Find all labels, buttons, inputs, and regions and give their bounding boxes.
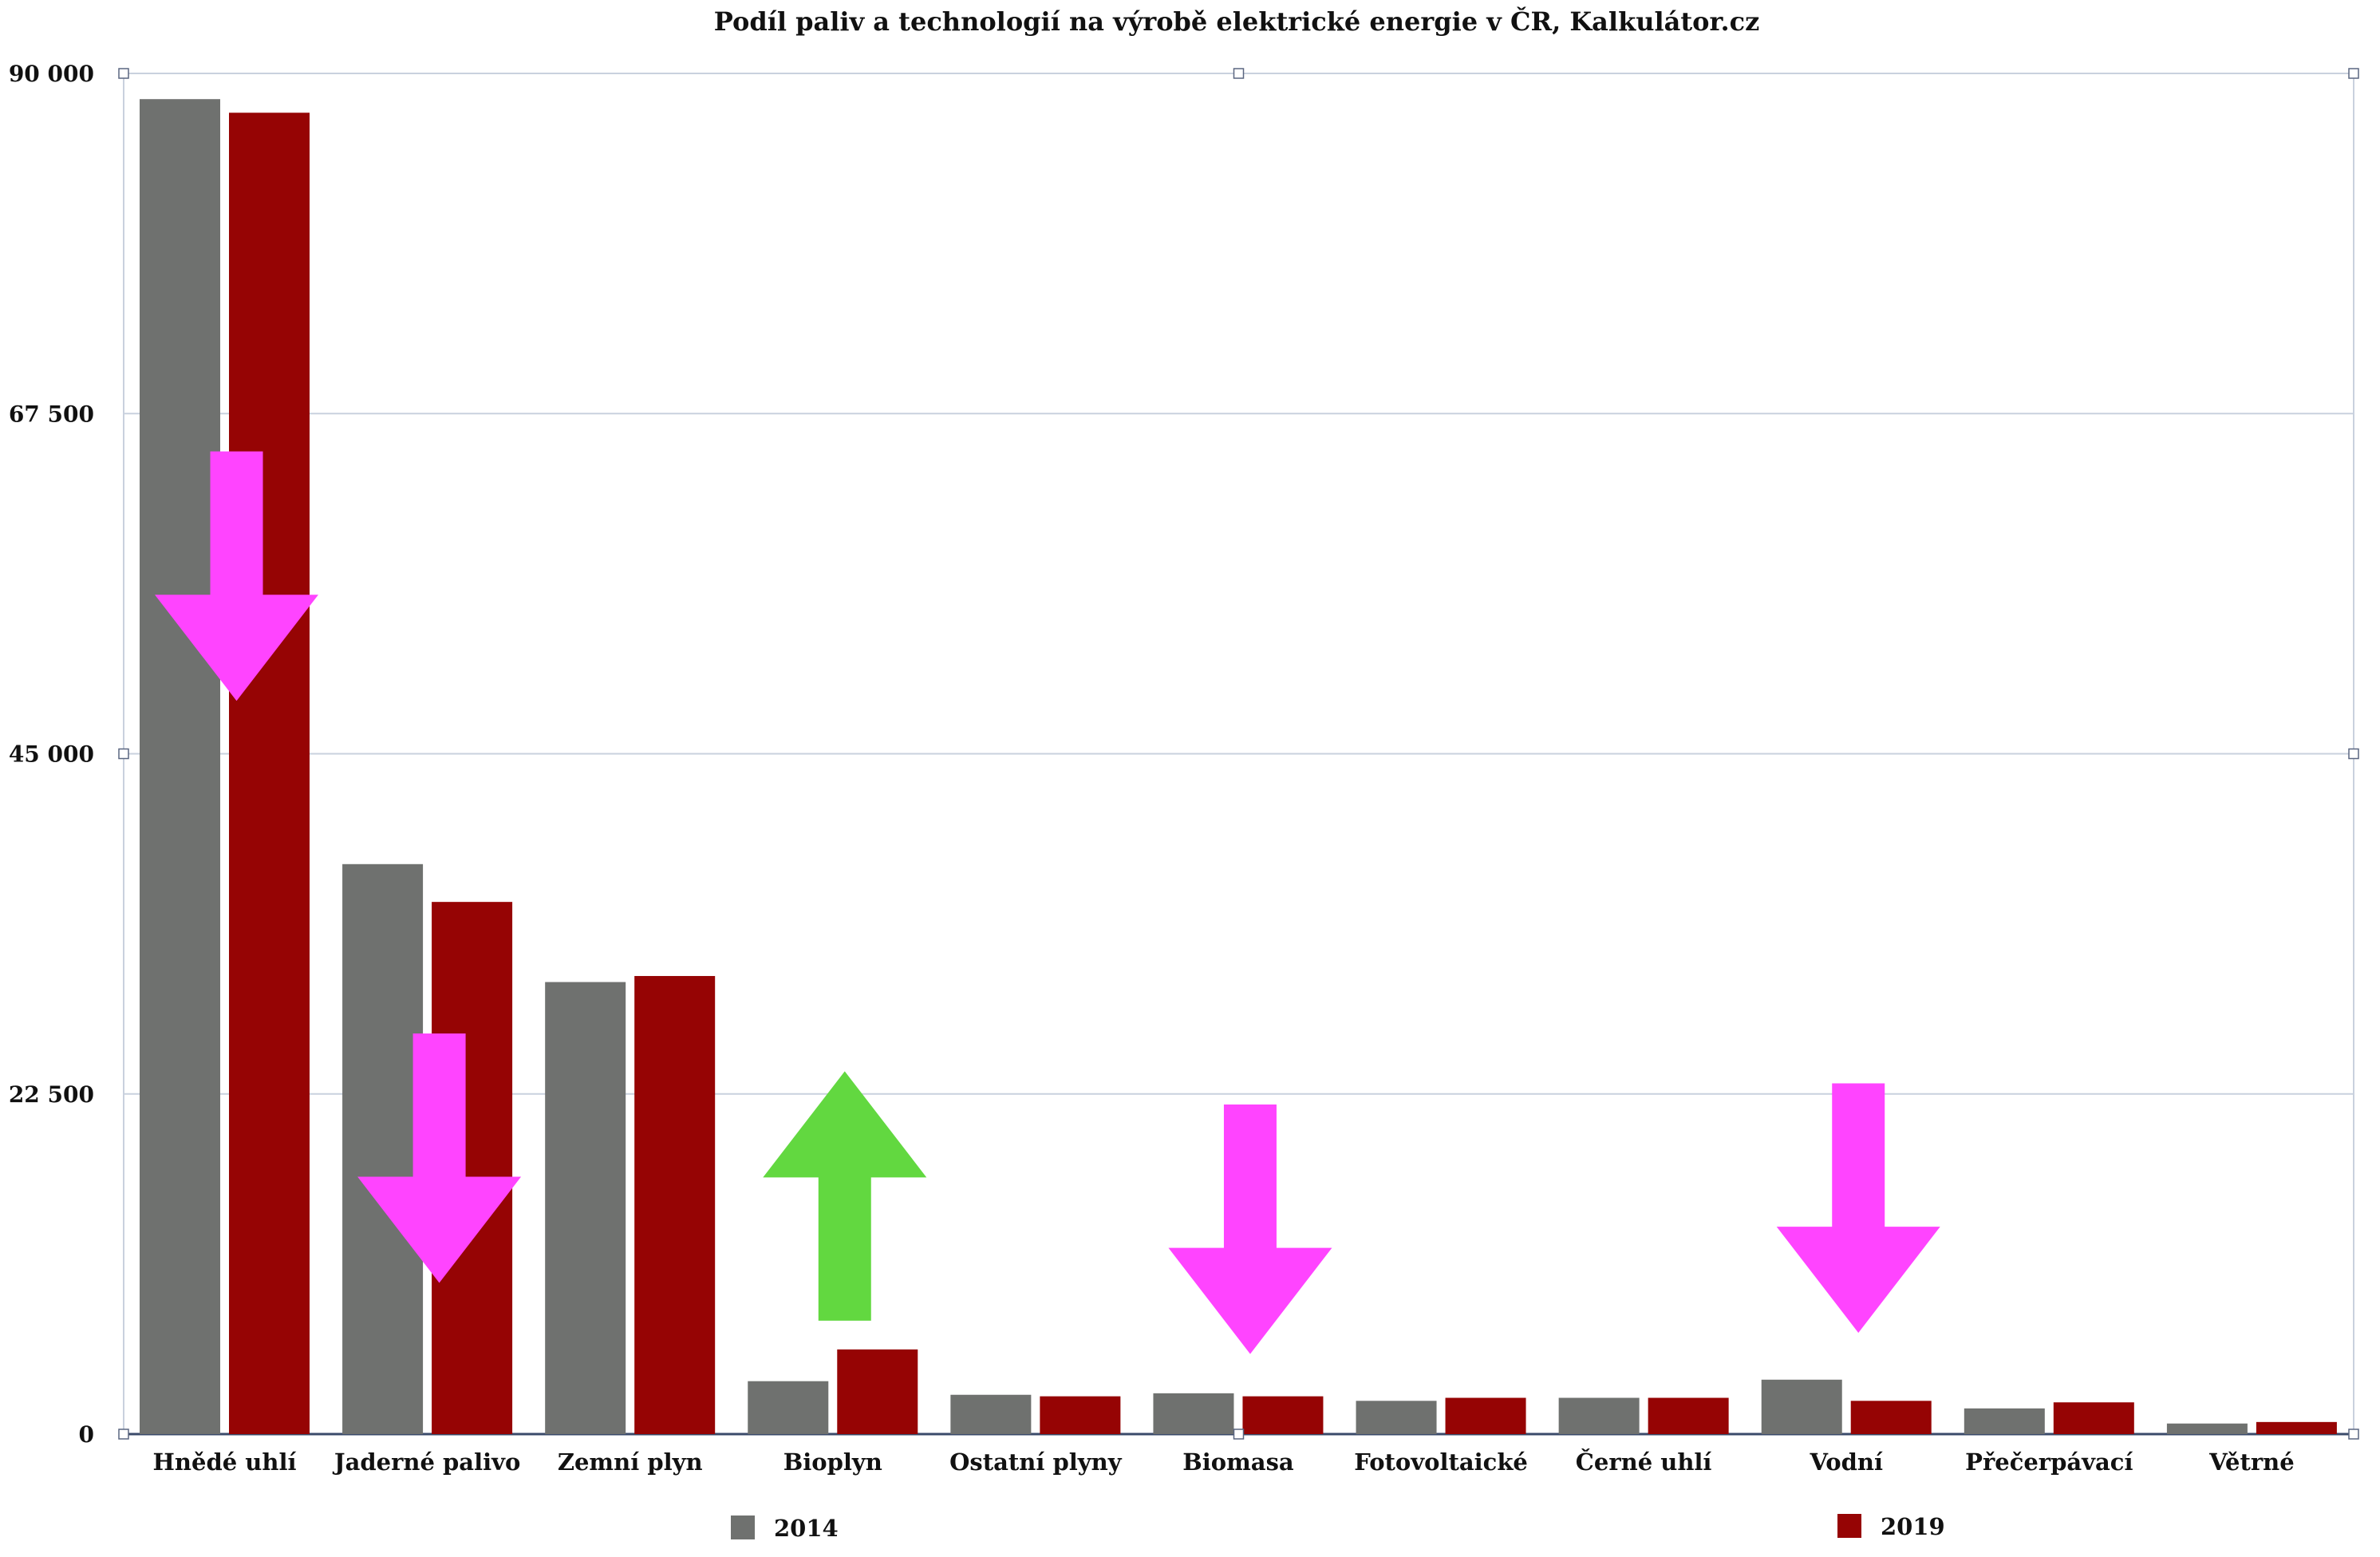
bar-2014: [2166, 1423, 2248, 1434]
legend-label: 2014: [774, 1515, 839, 1542]
bar-2014: [950, 1394, 1032, 1434]
y-tick-label: 0: [79, 1421, 94, 1448]
bar-2014: [342, 863, 424, 1434]
bar-2019: [229, 113, 310, 1434]
selection-handle[interactable]: [118, 748, 129, 760]
bar-2014: [1356, 1401, 1437, 1434]
bar-2014: [1964, 1408, 2045, 1434]
x-tick-label: Přečerpávací: [1965, 1448, 2133, 1476]
x-tick-label: Větrné: [2208, 1448, 2295, 1476]
x-tick-label: Černé uhlí: [1576, 1448, 1712, 1476]
selection-handle[interactable]: [118, 68, 129, 79]
x-tick-label: Jaderné palivo: [332, 1448, 520, 1476]
bar-2019: [837, 1349, 918, 1434]
selection-handle[interactable]: [2348, 748, 2359, 760]
y-tick-label: 90 000: [9, 61, 94, 87]
bar-2019: [2256, 1421, 2337, 1434]
axes: [118, 68, 2359, 1440]
bar-2014: [1761, 1379, 1842, 1434]
x-tick-label: Vodní: [1809, 1448, 1883, 1476]
bar-2014: [1558, 1397, 1640, 1434]
legend: 2014 2019: [731, 1513, 1945, 1542]
bar-2014: [748, 1381, 829, 1434]
x-tick-label: Fotovoltaické: [1354, 1448, 1528, 1476]
bar-2014: [545, 982, 626, 1434]
bar-2014: [1153, 1393, 1234, 1434]
selection-handle[interactable]: [2348, 68, 2359, 79]
x-tick-label: Biomasa: [1182, 1448, 1294, 1476]
arrow-down-icon: [1776, 1083, 1940, 1334]
selection-handle[interactable]: [2348, 1429, 2359, 1440]
x-tick-label: Bioplyn: [783, 1448, 882, 1476]
legend-swatch: [731, 1516, 755, 1539]
y-tick-label: 45 000: [9, 741, 94, 768]
arrow-down-icon: [357, 1033, 522, 1283]
legend-label: 2019: [1881, 1513, 1945, 1540]
bar-2019: [1648, 1397, 1729, 1434]
y-tick-label: 67 500: [9, 401, 94, 427]
bar-2019: [1242, 1396, 1324, 1434]
legend-swatch: [1837, 1514, 1861, 1538]
bar-2019: [1040, 1396, 1121, 1434]
x-tick-label: Hnědé uhlí: [153, 1448, 297, 1476]
arrow-down-icon: [155, 451, 318, 701]
annotation-arrows: [155, 451, 1940, 1354]
x-tick-label: Ostatní plyny: [949, 1448, 1123, 1476]
bar-2014: [140, 99, 220, 1434]
selection-handle[interactable]: [1233, 68, 1245, 79]
axis-labels: 0 22 500 45 000 67 500 90 000 Hnědé uhlí Jader…: [9, 61, 2295, 1476]
chart-title: Podíl paliv a technologií na výrobě elek…: [713, 6, 1760, 37]
selection-handle[interactable]: [1233, 1429, 1245, 1440]
selection-handle[interactable]: [118, 1429, 129, 1440]
arrow-down-icon: [1168, 1105, 1332, 1354]
y-tick-label: 22 500: [9, 1081, 94, 1108]
x-tick-label: Zemní plyn: [558, 1448, 703, 1476]
arrow-up-icon: [763, 1071, 927, 1321]
bar-2019: [1850, 1401, 1932, 1434]
bar-2019: [2053, 1402, 2134, 1434]
bar-2019: [1445, 1397, 1526, 1434]
bar-2019: [634, 975, 716, 1434]
